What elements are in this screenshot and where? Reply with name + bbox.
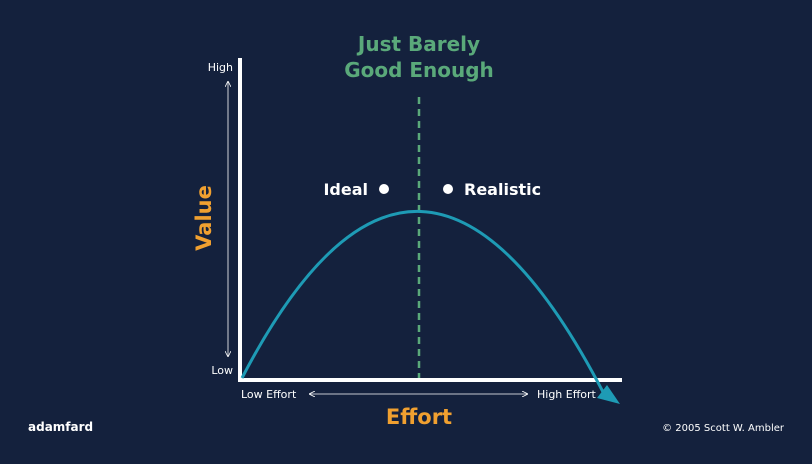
brand-logo: adamfard — [28, 420, 93, 434]
realistic-label: Realistic — [464, 180, 541, 199]
y-low-label: Low — [211, 364, 233, 377]
title-line-1: Just Barely — [356, 32, 480, 56]
curve-arrowhead — [597, 385, 620, 404]
x-axis-label: Effort — [386, 405, 452, 429]
x-low-label: Low Effort — [241, 388, 297, 401]
ideal-point — [379, 184, 389, 194]
y-axis-label: Value — [192, 185, 216, 251]
value-curve — [240, 210, 605, 393]
y-high-label: High — [208, 61, 233, 74]
title-line-2: Good Enough — [344, 58, 494, 82]
ideal-label: Ideal — [323, 180, 368, 199]
x-high-label: High Effort — [537, 388, 597, 401]
copyright-text: © 2005 Scott W. Ambler — [662, 423, 785, 434]
realistic-point — [443, 184, 453, 194]
